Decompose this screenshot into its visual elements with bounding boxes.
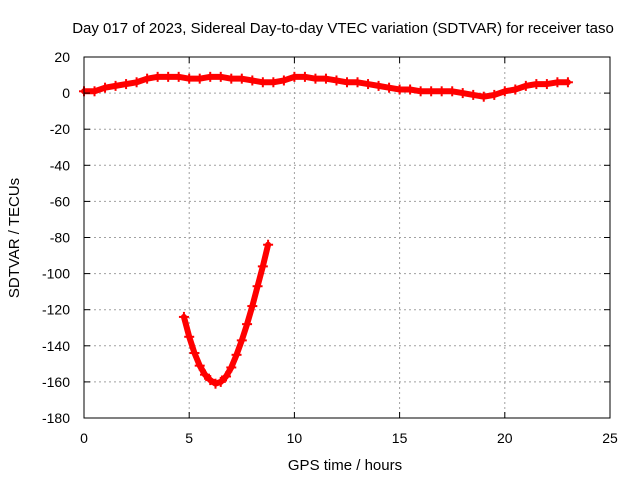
data-point	[221, 371, 232, 382]
data-point	[320, 73, 331, 84]
data-point	[236, 73, 247, 84]
data-point	[236, 335, 247, 346]
chart-title: Day 017 of 2023, Sidereal Day-to-day VTE…	[72, 20, 614, 37]
data-point	[178, 311, 189, 322]
x-tick-label: 0	[80, 430, 88, 446]
series-arc	[178, 239, 274, 389]
data-point	[394, 84, 405, 95]
data-point	[110, 80, 121, 91]
data-point	[89, 86, 100, 97]
data-point	[552, 77, 563, 88]
data-point	[268, 77, 279, 88]
data-point	[499, 86, 510, 97]
data-point	[173, 71, 184, 82]
x-tick-label: 20	[497, 430, 513, 446]
data-point	[310, 73, 321, 84]
data-point	[242, 319, 253, 330]
data-point	[247, 75, 258, 86]
y-tick-label: 20	[54, 49, 70, 65]
y-tick-label: -80	[50, 230, 70, 246]
data-point	[205, 71, 216, 82]
y-tick-label: -160	[42, 374, 70, 390]
data-point	[131, 77, 142, 88]
data-point	[405, 84, 416, 95]
x-axis-label: GPS time / hours	[288, 457, 402, 474]
data-point	[226, 73, 237, 84]
data-point	[478, 91, 489, 102]
data-point	[331, 75, 342, 86]
x-tick-label: 5	[185, 430, 193, 446]
data-point	[205, 375, 216, 386]
y-axis-label: SDTVAR / TECUs	[6, 178, 23, 298]
data-series	[79, 71, 573, 389]
x-tick-label: 25	[602, 430, 618, 446]
data-point	[468, 89, 479, 100]
data-point	[189, 348, 200, 359]
y-tick-label: -100	[42, 266, 70, 282]
y-tick-label: -120	[42, 302, 70, 318]
data-point	[226, 362, 237, 373]
data-point	[194, 360, 205, 371]
data-point	[184, 73, 195, 84]
data-point	[436, 86, 447, 97]
data-point	[520, 80, 531, 91]
data-point	[562, 77, 573, 88]
data-point	[100, 82, 111, 93]
data-point	[278, 75, 289, 86]
x-tick-label: 15	[392, 430, 408, 446]
data-point	[415, 86, 426, 97]
data-point	[163, 71, 174, 82]
data-point	[541, 79, 552, 90]
data-point	[457, 88, 468, 99]
data-point	[257, 261, 268, 272]
data-point	[489, 89, 500, 100]
series-main-band	[79, 71, 573, 102]
data-point	[342, 77, 352, 88]
y-tick-label: -20	[50, 121, 70, 137]
y-tick-label: -140	[42, 338, 70, 354]
data-point	[152, 71, 163, 82]
y-tick-label: -40	[50, 157, 70, 173]
data-point	[257, 77, 268, 88]
data-point	[363, 79, 374, 90]
data-point	[142, 73, 153, 84]
data-point	[231, 349, 242, 360]
axis-ticks: 0 5 10 15 20 25 20 0 -20 -40 -60 -80 -100 -120 -140 -16…	[42, 49, 618, 446]
y-tick-label: -180	[42, 410, 70, 426]
data-point	[247, 301, 258, 312]
x-tick-label: 10	[287, 430, 303, 446]
data-point	[252, 281, 263, 292]
data-point	[210, 378, 221, 389]
data-point	[184, 331, 195, 342]
data-point	[215, 71, 226, 82]
data-point	[426, 86, 437, 97]
data-point	[299, 71, 310, 82]
data-point	[121, 79, 132, 90]
data-point	[384, 82, 395, 93]
data-point	[447, 86, 458, 97]
data-point	[373, 80, 384, 91]
grid-lines	[84, 57, 610, 418]
data-point	[215, 376, 226, 387]
data-point	[531, 79, 542, 90]
data-point	[199, 369, 210, 380]
data-point	[352, 77, 363, 88]
data-point	[194, 73, 205, 84]
data-point	[510, 84, 521, 95]
y-tick-label: 0	[62, 85, 70, 101]
data-point	[289, 71, 300, 82]
data-point	[263, 239, 274, 250]
y-tick-label: -60	[50, 193, 70, 209]
